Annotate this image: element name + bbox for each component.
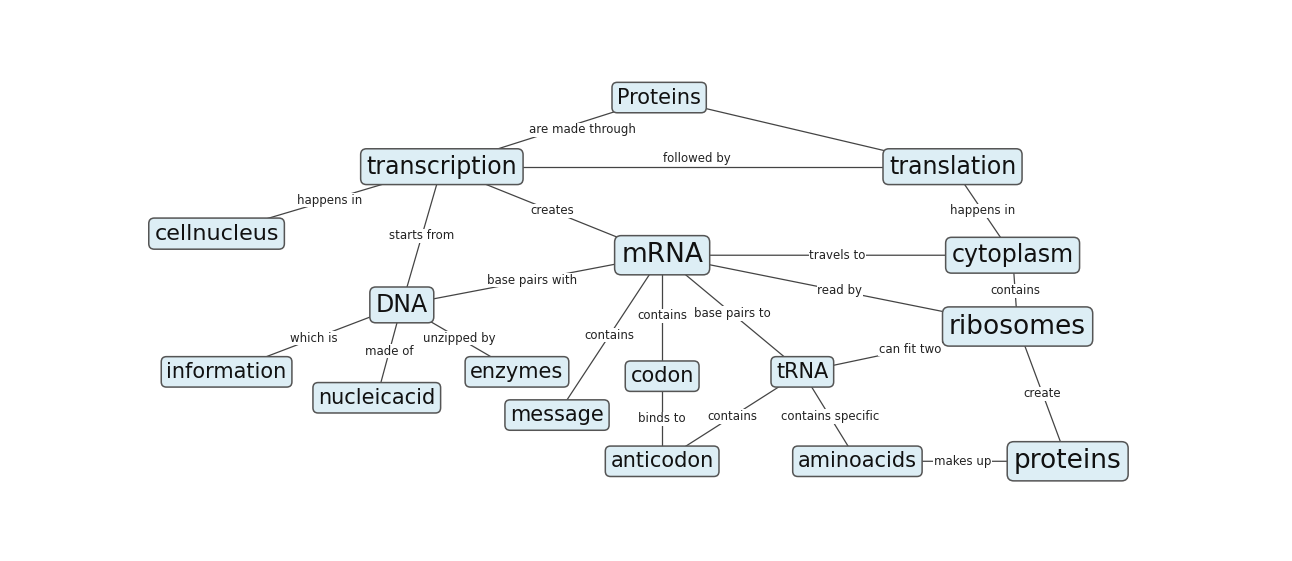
Text: transcription: transcription: [367, 155, 517, 178]
Text: create: create: [1023, 388, 1062, 401]
Text: message: message: [510, 405, 603, 425]
Text: codon: codon: [630, 366, 694, 386]
Text: starts from: starts from: [389, 229, 455, 242]
Text: made of: made of: [366, 345, 413, 358]
Text: contains: contains: [637, 309, 687, 322]
Text: makes up: makes up: [934, 455, 991, 468]
Text: read by: read by: [818, 284, 862, 297]
Text: happens in: happens in: [297, 194, 362, 206]
Text: contains specific: contains specific: [780, 410, 879, 423]
Text: are made through: are made through: [528, 123, 636, 136]
Text: creates: creates: [530, 204, 574, 218]
Text: tRNA: tRNA: [776, 362, 828, 382]
Text: unzipped by: unzipped by: [422, 332, 496, 345]
Text: ribosomes: ribosomes: [950, 314, 1087, 339]
Text: enzymes: enzymes: [470, 362, 563, 382]
Text: DNA: DNA: [376, 293, 428, 317]
Text: which is: which is: [291, 332, 339, 345]
Text: mRNA: mRNA: [621, 242, 703, 268]
Text: can fit two: can fit two: [879, 343, 941, 356]
Text: Proteins: Proteins: [618, 88, 702, 108]
Text: translation: translation: [889, 155, 1016, 178]
Text: binds to: binds to: [638, 412, 686, 425]
Text: aminoacids: aminoacids: [798, 451, 917, 471]
Text: contains: contains: [990, 284, 1040, 297]
Text: followed by: followed by: [663, 151, 731, 164]
Text: proteins: proteins: [1014, 448, 1121, 474]
Text: travels to: travels to: [809, 249, 866, 262]
Text: information: information: [167, 362, 287, 382]
Text: contains: contains: [707, 410, 757, 423]
Text: anticodon: anticodon: [611, 451, 713, 471]
Text: cytoplasm: cytoplasm: [951, 243, 1074, 267]
Text: base pairs with: base pairs with: [487, 274, 578, 287]
Text: nucleicacid: nucleicacid: [318, 388, 435, 408]
Text: cellnucleus: cellnucleus: [154, 224, 279, 243]
Text: contains: contains: [584, 329, 634, 342]
Text: happens in: happens in: [950, 204, 1016, 218]
Text: base pairs to: base pairs to: [694, 307, 770, 320]
